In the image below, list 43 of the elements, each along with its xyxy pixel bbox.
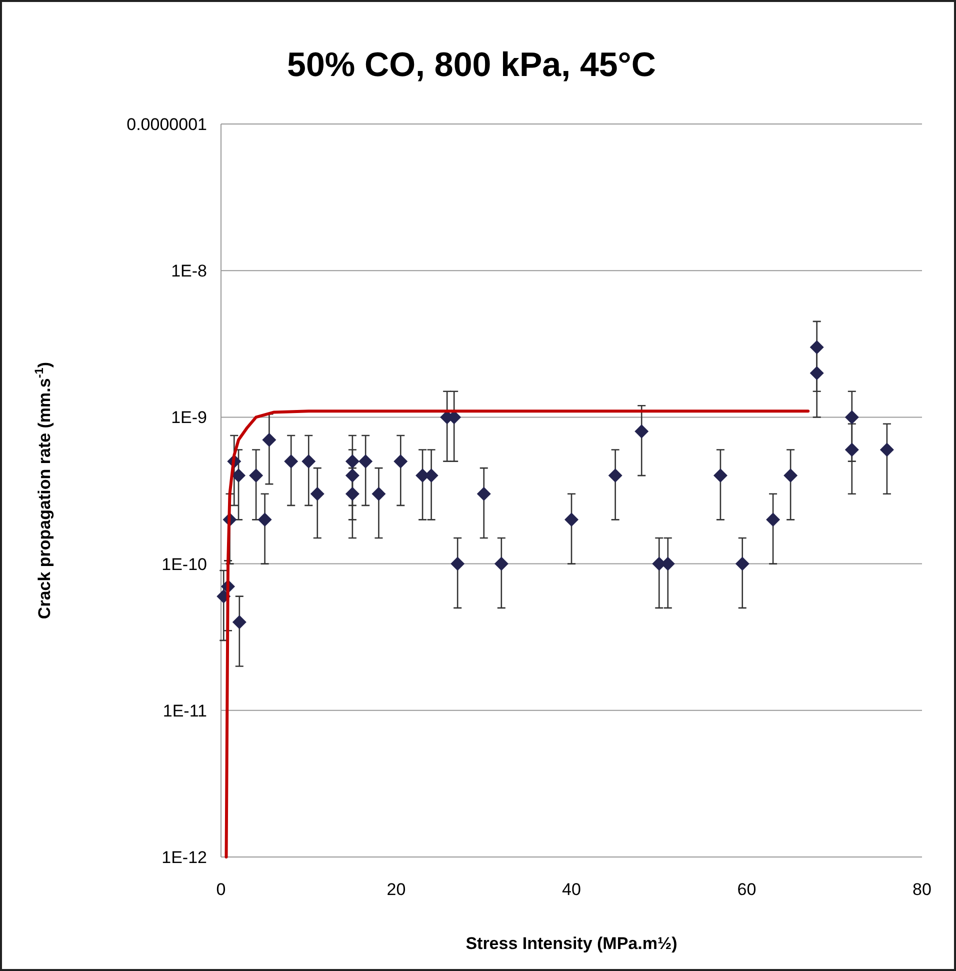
point bbox=[844, 442, 859, 457]
point bbox=[232, 615, 246, 630]
point bbox=[345, 468, 360, 483]
point bbox=[713, 468, 728, 483]
x-tick-label: 20 bbox=[386, 880, 406, 899]
point bbox=[258, 512, 272, 527]
point bbox=[735, 556, 750, 571]
point bbox=[249, 468, 264, 483]
point bbox=[476, 486, 491, 501]
y-tick-label: 1E-10 bbox=[162, 554, 207, 574]
point bbox=[284, 454, 298, 468]
point bbox=[394, 454, 408, 468]
y-tick-label: 0.0000001 bbox=[126, 114, 207, 134]
point bbox=[372, 486, 386, 501]
y-tick-label: 1E-12 bbox=[162, 848, 207, 867]
y-tick-label: 1E-9 bbox=[171, 408, 207, 428]
point bbox=[345, 486, 360, 501]
point bbox=[844, 410, 859, 424]
point bbox=[880, 442, 894, 457]
point bbox=[232, 468, 246, 483]
chart-title: 50% CO, 800 kPa, 45°C bbox=[287, 46, 656, 84]
point bbox=[450, 556, 465, 571]
x-tick-label: 40 bbox=[562, 880, 581, 899]
point bbox=[810, 340, 824, 354]
point bbox=[810, 366, 824, 380]
x-axis-title: Stress Intensity (MPa.m½) bbox=[466, 934, 678, 953]
line-series bbox=[224, 410, 810, 858]
point bbox=[262, 432, 276, 447]
y-tick-label: 1E-11 bbox=[162, 701, 207, 720]
x-tick-label: 0 bbox=[216, 880, 226, 899]
point bbox=[494, 556, 508, 571]
point bbox=[784, 468, 798, 483]
point bbox=[302, 454, 316, 468]
point bbox=[608, 468, 622, 483]
point bbox=[345, 454, 360, 468]
point bbox=[358, 454, 373, 468]
y-tick-label: 1E-8 bbox=[171, 262, 207, 281]
point bbox=[564, 512, 578, 527]
x-tick-label: 80 bbox=[912, 880, 932, 899]
x-tick-label: 60 bbox=[737, 880, 756, 899]
point bbox=[766, 512, 780, 527]
point bbox=[310, 486, 324, 501]
point bbox=[634, 424, 649, 438]
